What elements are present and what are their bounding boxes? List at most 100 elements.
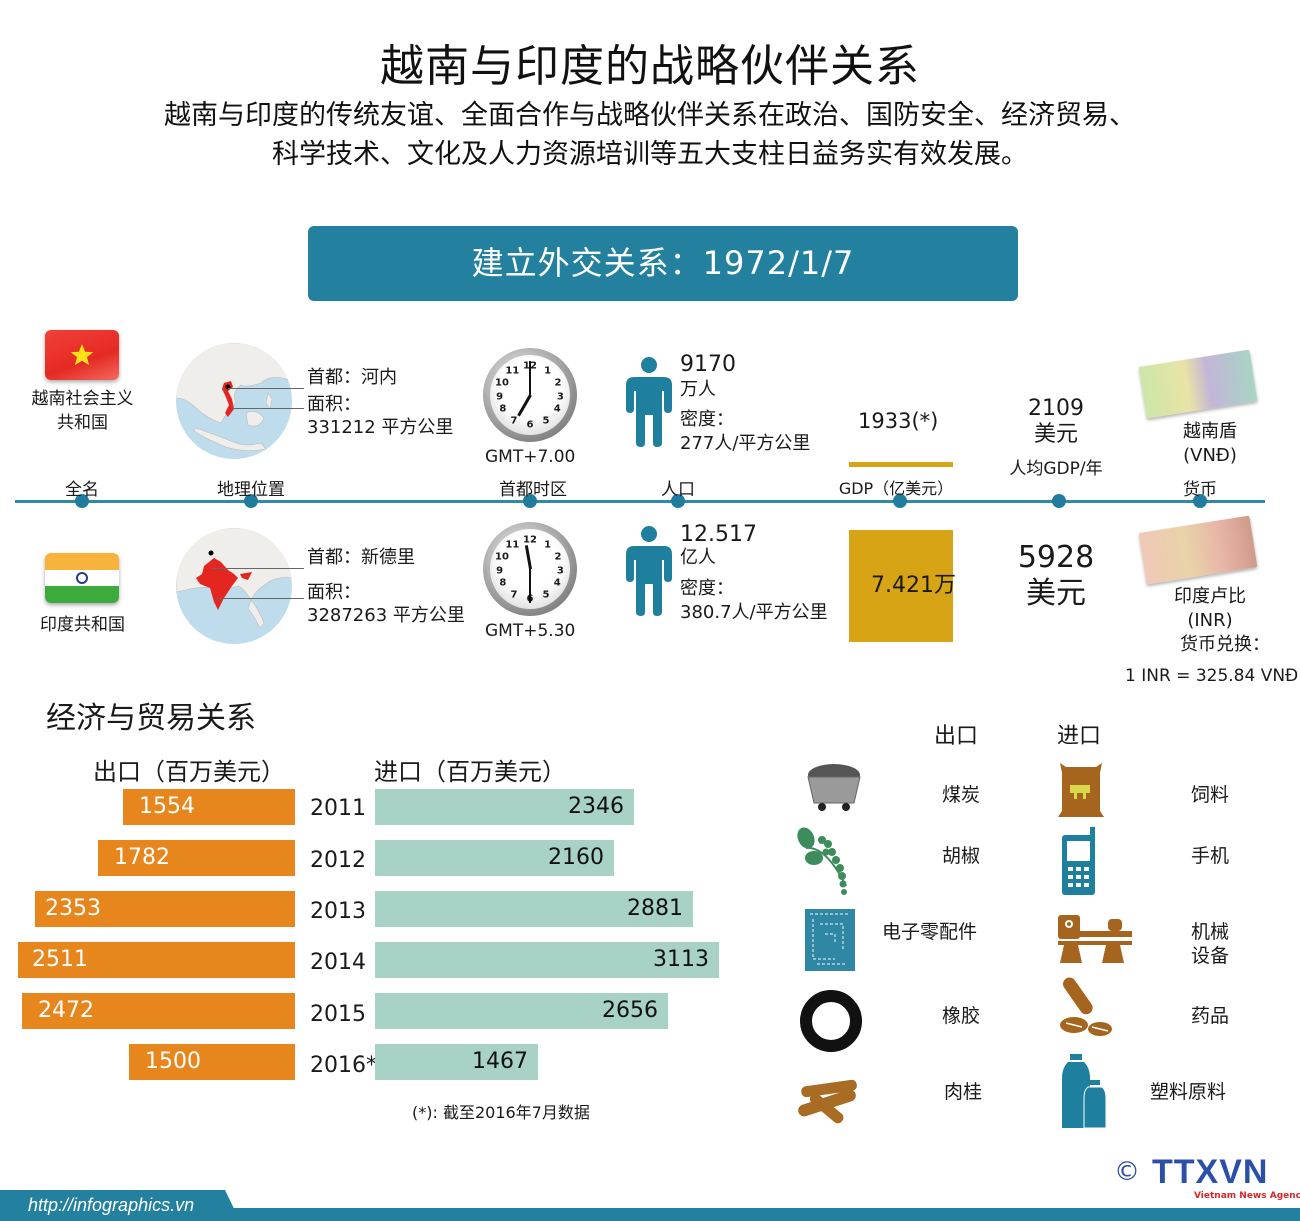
logo-subtitle: Vietnam News Agency (1194, 1191, 1300, 1201)
vnd-banknote-icon (1138, 349, 1258, 419)
capital-leader-line (211, 568, 304, 569)
import-column-header: 进口（百万美元） (374, 758, 566, 786)
tire-icon (800, 990, 862, 1052)
india-gdp-per-capita: 5928 美元 (1017, 540, 1095, 611)
cinnamon-icon (798, 1079, 857, 1124)
vietnam-gdp-bar (849, 462, 953, 467)
subtitle-line-1: 越南与印度的传统友谊、全面合作与战略伙伴关系在政治、国防安全、经济贸易、 (164, 100, 1136, 131)
india-area-value: 3287263 平方公里 (307, 605, 465, 626)
feed-sack-icon (1058, 763, 1104, 817)
vietnam-capital: 首都：河内 (307, 367, 397, 388)
export-bar-2012: 1782 (98, 840, 295, 876)
import-item-medicine: 药品 (1191, 1005, 1230, 1027)
import-bar-2011: 2346 (375, 789, 634, 825)
data-footnote: (*): 截至2016年7月数据 (412, 1103, 590, 1122)
import-bar-2016: 1467 (375, 1044, 538, 1080)
india-flag (45, 553, 119, 603)
page-title: 越南与印度的战略伙伴关系 (380, 41, 920, 92)
ashoka-chakra-icon (76, 572, 88, 584)
export-bar-2014: 2511 (18, 942, 295, 978)
products-export-header: 出口 (934, 724, 979, 749)
export-bar-2011: 1554 (123, 789, 295, 825)
timeline-dot-gdp-per-capita (1052, 494, 1066, 508)
import-bar-2012: 2160 (375, 840, 614, 876)
export-bar-2016: 1500 (129, 1044, 295, 1080)
india-population-value: 12.517 (680, 522, 757, 547)
coal-cart-icon (807, 764, 861, 811)
timeline-label-full-name: 全名 (65, 480, 99, 500)
india-full-name: 印度共和国 (40, 615, 125, 635)
import-bar-2013: 2881 (375, 891, 693, 927)
export-item-cinnamon: 肉桂 (944, 1081, 983, 1103)
india-density-value: 380.7人/平方公里 (680, 602, 828, 623)
export-bar-2013: 2353 (35, 891, 295, 927)
pills-icon (1060, 977, 1112, 1036)
export-bar-2015: 2472 (22, 993, 295, 1029)
india-density-label: 密度： (680, 578, 734, 599)
timeline-dot-full-name (75, 494, 89, 508)
vietnam-clock-icon: 121234567891011 (483, 348, 577, 442)
circuit-board-icon (805, 909, 855, 971)
subtitle-line-2: 科学技术、文化及人力资源培训等五大支柱日益务实有效发展。 (272, 139, 1028, 170)
mobile-phone-icon (1062, 827, 1095, 895)
plastic-bottles-icon (1062, 1054, 1107, 1128)
import-item-machinery: 机械 设备 (1191, 921, 1230, 967)
vietnam-density-label: 密度： (680, 409, 734, 430)
trade-section-title: 经济与贸易关系 (46, 701, 256, 736)
vietnam-population-value: 9170 (680, 352, 736, 377)
export-column-header: 出口（百万美元） (93, 758, 285, 786)
southeast-asia-map-icon (176, 343, 292, 451)
timeline-axis (15, 500, 1265, 503)
import-item-feed: 饲料 (1191, 784, 1230, 806)
timeline-label-gdp: GDP（亿美元） (838, 479, 954, 498)
vietnam-area-label: 面积： (307, 394, 361, 415)
ttxvn-logo: © TTXVN Vietnam News Agency (1114, 1153, 1300, 1205)
timeline-dot-currency (1193, 494, 1207, 508)
timeline-dot-gdp (893, 494, 907, 508)
area-leader-line (217, 598, 304, 599)
export-item-electronics: 电子零配件 (882, 921, 978, 943)
person-icon (626, 357, 672, 447)
footer-url-link[interactable]: http://infographics.vn (0, 1190, 240, 1221)
timeline-label-timezone: 首都时区 (499, 480, 567, 500)
vietnam-flag (45, 330, 119, 380)
exchange-rate: 1 INR = 325.84 VNĐ (1125, 666, 1299, 686)
timeline-label-gdp-per-capita: 人均GDP/年 (1009, 459, 1103, 479)
import-bar-2015: 2656 (375, 993, 668, 1029)
india-clock-icon: 121234567891011 (483, 522, 577, 616)
vietnam-density-value: 277人/平方公里 (680, 433, 811, 454)
copyright-icon: © (1114, 1157, 1140, 1187)
products-import-header: 进口 (1057, 724, 1102, 749)
page-subtitle: 越南与印度的传统友谊、全面合作与战略伙伴关系在政治、国防安全、经济贸易、 科学技… (0, 96, 1300, 174)
vietnam-full-name: 越南社会主义 共和国 (31, 389, 134, 433)
year-label-2016: 2016* (310, 1053, 377, 1078)
export-item-coal: 煤炭 (942, 784, 981, 806)
star-icon (70, 344, 94, 366)
timeline-label-location: 地理位置 (217, 480, 285, 500)
india-population-unit: 亿人 (680, 547, 716, 568)
timeline-dot-location (244, 494, 258, 508)
year-label-2014: 2014 (310, 950, 366, 975)
area-leader-line (232, 408, 304, 409)
year-label-2015: 2015 (310, 1002, 366, 1027)
vietnam-gdp: 1933(*) (858, 409, 939, 433)
capital-leader-line (228, 388, 304, 389)
import-item-plastic: 塑料原料 (1150, 1081, 1227, 1103)
vietnam-globe-map (176, 343, 292, 459)
year-label-2013: 2013 (310, 899, 366, 924)
india-capital: 首都：新德里 (307, 547, 415, 568)
year-label-2011: 2011 (310, 796, 366, 821)
person-icon (626, 526, 672, 616)
vietnam-timezone: GMT+7.00 (485, 447, 576, 467)
logo-text: TTXVN (1152, 1153, 1269, 1191)
vietnam-area-value: 331212 平方公里 (307, 417, 454, 438)
footer-bar (0, 1208, 1300, 1221)
inr-banknote-icon (1138, 515, 1258, 585)
india-area-label: 面积： (307, 582, 361, 603)
vietnam-currency: 越南盾 (VNĐ) (1183, 421, 1237, 466)
export-item-rubber: 橡胶 (942, 1005, 981, 1027)
south-asia-map-icon (176, 528, 292, 629)
vietnam-population-unit: 万人 (680, 379, 716, 400)
pepper-icon (797, 827, 847, 895)
india-currency: 印度卢比 (INR) 货币兑换： (1174, 586, 1270, 655)
